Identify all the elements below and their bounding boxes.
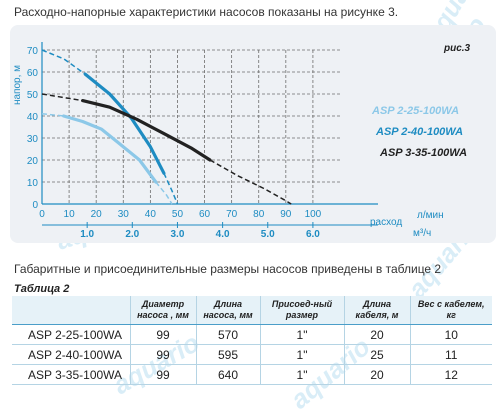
dimensions-table: Диаметр насоса , мм Длина насоса, мм При… — [12, 296, 492, 385]
legend-asp-2-40: ASP 2-40-100WA — [376, 126, 464, 138]
cell-connection: 1" — [259, 344, 344, 365]
legend-asp-3-35: ASP 3-35-100WA — [380, 147, 468, 159]
cell-diameter: 99 — [129, 364, 196, 385]
figure-label: рис.3 — [444, 43, 471, 54]
cell-model: ASP 2-25-100WA — [12, 324, 130, 345]
cell-diameter: 99 — [129, 344, 196, 365]
y-tick-label: 60 — [27, 68, 39, 79]
intro-text: Расходно-напорные характеристики насосов… — [14, 5, 399, 19]
cell-length: 640 — [195, 364, 260, 385]
x-tick-label: 100 — [305, 209, 322, 220]
header-length: Длина насоса, мм — [195, 296, 260, 325]
x-tick-label: 60 — [199, 209, 211, 220]
x-unit-top: л/мин — [417, 210, 444, 221]
cell-length: 570 — [195, 324, 260, 345]
x2-tick-label: 3.0 — [171, 229, 185, 240]
y-tick-label: 70 — [27, 46, 39, 57]
header-model — [12, 296, 130, 325]
x-axis-label: расход — [370, 217, 402, 228]
y-axis-label: напор, м — [12, 65, 23, 105]
series-1-curve — [62, 114, 158, 184]
x-tick-label: 80 — [253, 209, 265, 220]
header-connection: Присоед-ный размер — [259, 296, 344, 325]
x-tick-label: 40 — [145, 209, 157, 220]
y-tick-label: 50 — [27, 90, 39, 101]
pump-curve-chart: 0 10 20 30 40 50 60 70 0 10 20 30 40 50 60 70 80 90 100 1.0… — [12, 42, 444, 240]
table-intro-text: Габаритные и присоединительные размеры н… — [14, 262, 442, 276]
cell-cable-length: 25 — [343, 344, 410, 365]
y-tick-label: 0 — [32, 200, 38, 211]
series-2-curve — [83, 72, 166, 175]
table-title: Таблица 2 — [14, 283, 70, 295]
y-tick-label: 30 — [27, 134, 39, 145]
x-tick-label: 10 — [64, 209, 76, 220]
series-2-dashed-tail — [163, 172, 179, 205]
x-tick-label: 20 — [91, 209, 103, 220]
x2-tick-label: 6.0 — [306, 229, 320, 240]
x-tick-label: 30 — [118, 209, 130, 220]
series-2-dashed-start — [41, 49, 86, 75]
x-tick-label: 0 — [39, 209, 45, 220]
x2-tick-label: 1.0 — [80, 229, 94, 240]
x-tick-label: 90 — [280, 209, 292, 220]
y-tick-label: 40 — [27, 112, 39, 123]
x2-tick-label: 2.0 — [125, 229, 139, 240]
header-cable-length: Длина кабеля, м — [343, 296, 410, 325]
series-1-dashed-start — [41, 113, 64, 117]
series-3-dashed-tail — [209, 159, 292, 205]
x-tick-label: 50 — [172, 209, 184, 220]
x-tick-label: 70 — [226, 209, 238, 220]
cell-cable-length: 20 — [343, 364, 410, 385]
table-row: ASP 2-40-100WA 99 595 1" 25 11 — [12, 344, 492, 365]
cell-weight: 12 — [409, 364, 492, 385]
header-diameter: Диаметр насоса , мм — [129, 296, 196, 325]
series-3-dashed-start — [41, 93, 83, 102]
legend-asp-2-25: ASP 2-25-100WA — [372, 105, 460, 117]
cell-weight: 10 — [409, 324, 492, 345]
table-header-row: Диаметр насоса , мм Длина насоса, мм При… — [12, 296, 492, 325]
series-1-dashed-tail — [155, 181, 173, 205]
series-3-curve — [81, 99, 212, 162]
x2-tick-label: 4.0 — [216, 229, 230, 240]
header-weight: Вес с кабелем, кг — [409, 296, 492, 325]
table-row: ASP 3-35-100WA 99 640 1" 20 12 — [12, 364, 492, 385]
cell-connection: 1" — [259, 324, 344, 345]
cell-model: ASP 3-35-100WA — [12, 364, 130, 385]
y-tick-label: 10 — [27, 178, 39, 189]
chart-panel — [10, 25, 496, 243]
cell-connection: 1" — [259, 364, 344, 385]
x-unit-bottom: м³/ч — [413, 228, 431, 239]
cell-length: 595 — [195, 344, 260, 365]
table-row: ASP 2-25-100WA 99 570 1" 20 10 — [12, 324, 492, 345]
cell-weight: 11 — [409, 344, 492, 365]
cell-cable-length: 20 — [343, 324, 410, 345]
x2-tick-label: 5.0 — [261, 229, 275, 240]
cell-diameter: 99 — [129, 324, 196, 345]
y-tick-label: 20 — [27, 156, 39, 167]
cell-model: ASP 2-40-100WA — [12, 344, 130, 365]
